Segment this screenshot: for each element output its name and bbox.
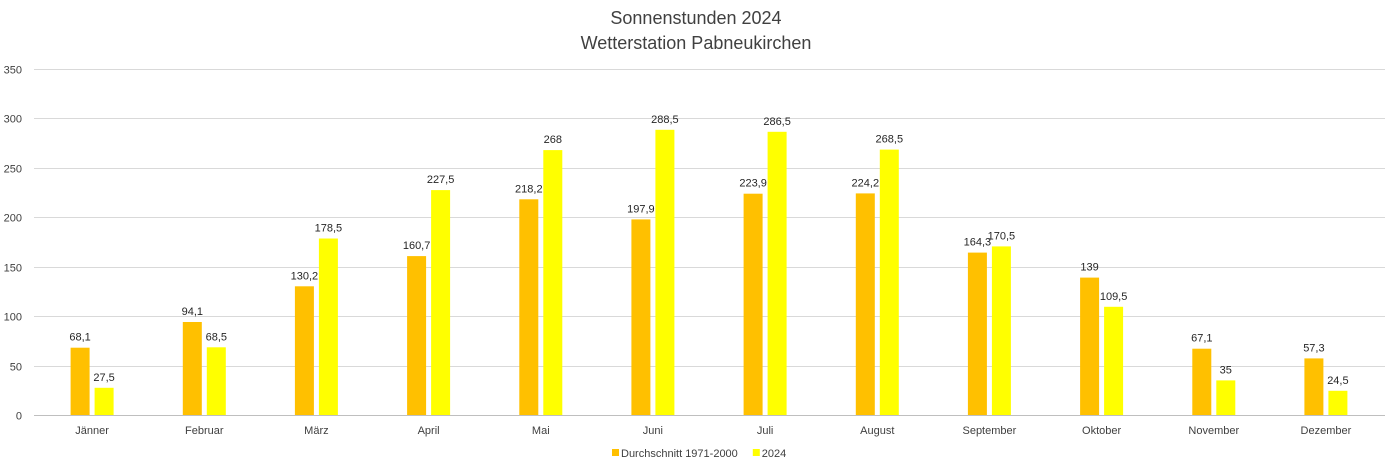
bar-durchschnitt (519, 199, 539, 415)
chart-subtitle: Wetterstation Pabneukirchen (581, 33, 812, 53)
bar-durchschnitt (631, 219, 651, 415)
y-tick-label: 150 (4, 263, 22, 275)
bar-2024 (655, 129, 675, 416)
x-tick-label: Dezember (1301, 425, 1352, 437)
data-label: 170,5 (988, 230, 1016, 242)
bar-durchschnitt (855, 193, 875, 415)
legend: Durchschnitt 1971-2000 2024 (612, 448, 786, 460)
x-tick-label: März (304, 425, 328, 437)
bar-durchschnitt (1192, 348, 1212, 415)
data-label: 67,1 (1191, 333, 1212, 345)
y-tick-label: 250 (4, 164, 22, 176)
x-tick-label: August (860, 425, 894, 437)
bar-2024 (318, 238, 338, 415)
y-tick-label: 350 (4, 65, 22, 77)
data-label: 27,5 (93, 372, 114, 384)
legend-swatch (752, 449, 760, 456)
data-label: 286,5 (763, 116, 791, 128)
bar-durchschnitt (743, 193, 763, 415)
y-tick-label: 300 (4, 114, 22, 126)
x-tick-label: Oktober (1082, 425, 1121, 437)
y-tick-label: 200 (4, 213, 22, 225)
bar-durchschnitt (70, 347, 90, 415)
legend-label: 2024 (762, 448, 786, 460)
x-tick-label: September (962, 425, 1016, 437)
x-tick-label: Jänner (75, 425, 109, 437)
data-label: 224,2 (852, 177, 880, 189)
bar-durchschnitt (967, 252, 987, 415)
data-label: 57,3 (1303, 342, 1324, 354)
bar-2024 (1216, 380, 1236, 415)
bar-2024 (543, 150, 563, 415)
data-label: 94,1 (182, 306, 203, 318)
y-axis-ticks: 0 50 100 150 200 250 300 350 (4, 65, 22, 423)
bar-2024 (431, 190, 451, 415)
x-axis-ticks: Jänner Februar März April Mai Juni Juli August S… (75, 425, 1351, 437)
data-label: 268 (544, 134, 562, 146)
data-label: 223,9 (739, 178, 767, 190)
bar-2024 (94, 387, 114, 415)
data-label: 160,7 (403, 240, 431, 252)
x-tick-label: Juni (643, 425, 663, 437)
legend-swatch (612, 449, 619, 456)
legend-label: Durchschnitt 1971-2000 (621, 448, 738, 460)
data-label: 227,5 (427, 174, 455, 186)
bar-2024 (767, 131, 787, 416)
chart-title: Sonnenstunden 2024 (610, 8, 781, 28)
y-tick-label: 0 (16, 411, 22, 423)
bar-2024 (1104, 306, 1124, 415)
data-label: 288,5 (651, 114, 679, 126)
data-label: 197,9 (627, 203, 655, 215)
data-labels: 68,1 27,5 94,1 68,5 130,2 178,5 160,7 227,5 218,… (69, 114, 1348, 387)
data-label: 268,5 (876, 134, 904, 146)
x-tick-label: November (1188, 425, 1239, 437)
y-tick-label: 100 (4, 312, 22, 324)
gridlines (34, 69, 1385, 416)
x-tick-label: Juli (757, 425, 774, 437)
bars (70, 129, 1348, 416)
data-label: 164,3 (964, 237, 992, 249)
data-label: 178,5 (315, 223, 343, 235)
bar-durchschnitt (1080, 277, 1100, 415)
y-tick-label: 50 (10, 362, 22, 374)
data-label: 68,5 (206, 331, 227, 343)
x-tick-label: Mai (532, 425, 550, 437)
bar-durchschnitt (407, 256, 427, 415)
bar-2024 (1328, 390, 1348, 415)
data-label: 218,2 (515, 183, 543, 195)
x-tick-label: April (418, 425, 440, 437)
data-label: 139 (1080, 262, 1098, 274)
data-label: 109,5 (1100, 291, 1128, 303)
bar-durchschnitt (294, 286, 314, 415)
data-label: 24,5 (1327, 375, 1348, 387)
bar-durchschnitt (182, 322, 202, 415)
bar-2024 (879, 149, 899, 415)
data-label: 35 (1220, 364, 1232, 376)
x-tick-label: Februar (185, 425, 224, 437)
data-label: 130,2 (291, 270, 319, 282)
bar-2024 (991, 246, 1011, 415)
data-label: 68,1 (69, 332, 90, 344)
bar-durchschnitt (1304, 358, 1324, 415)
bar-2024 (206, 347, 226, 415)
